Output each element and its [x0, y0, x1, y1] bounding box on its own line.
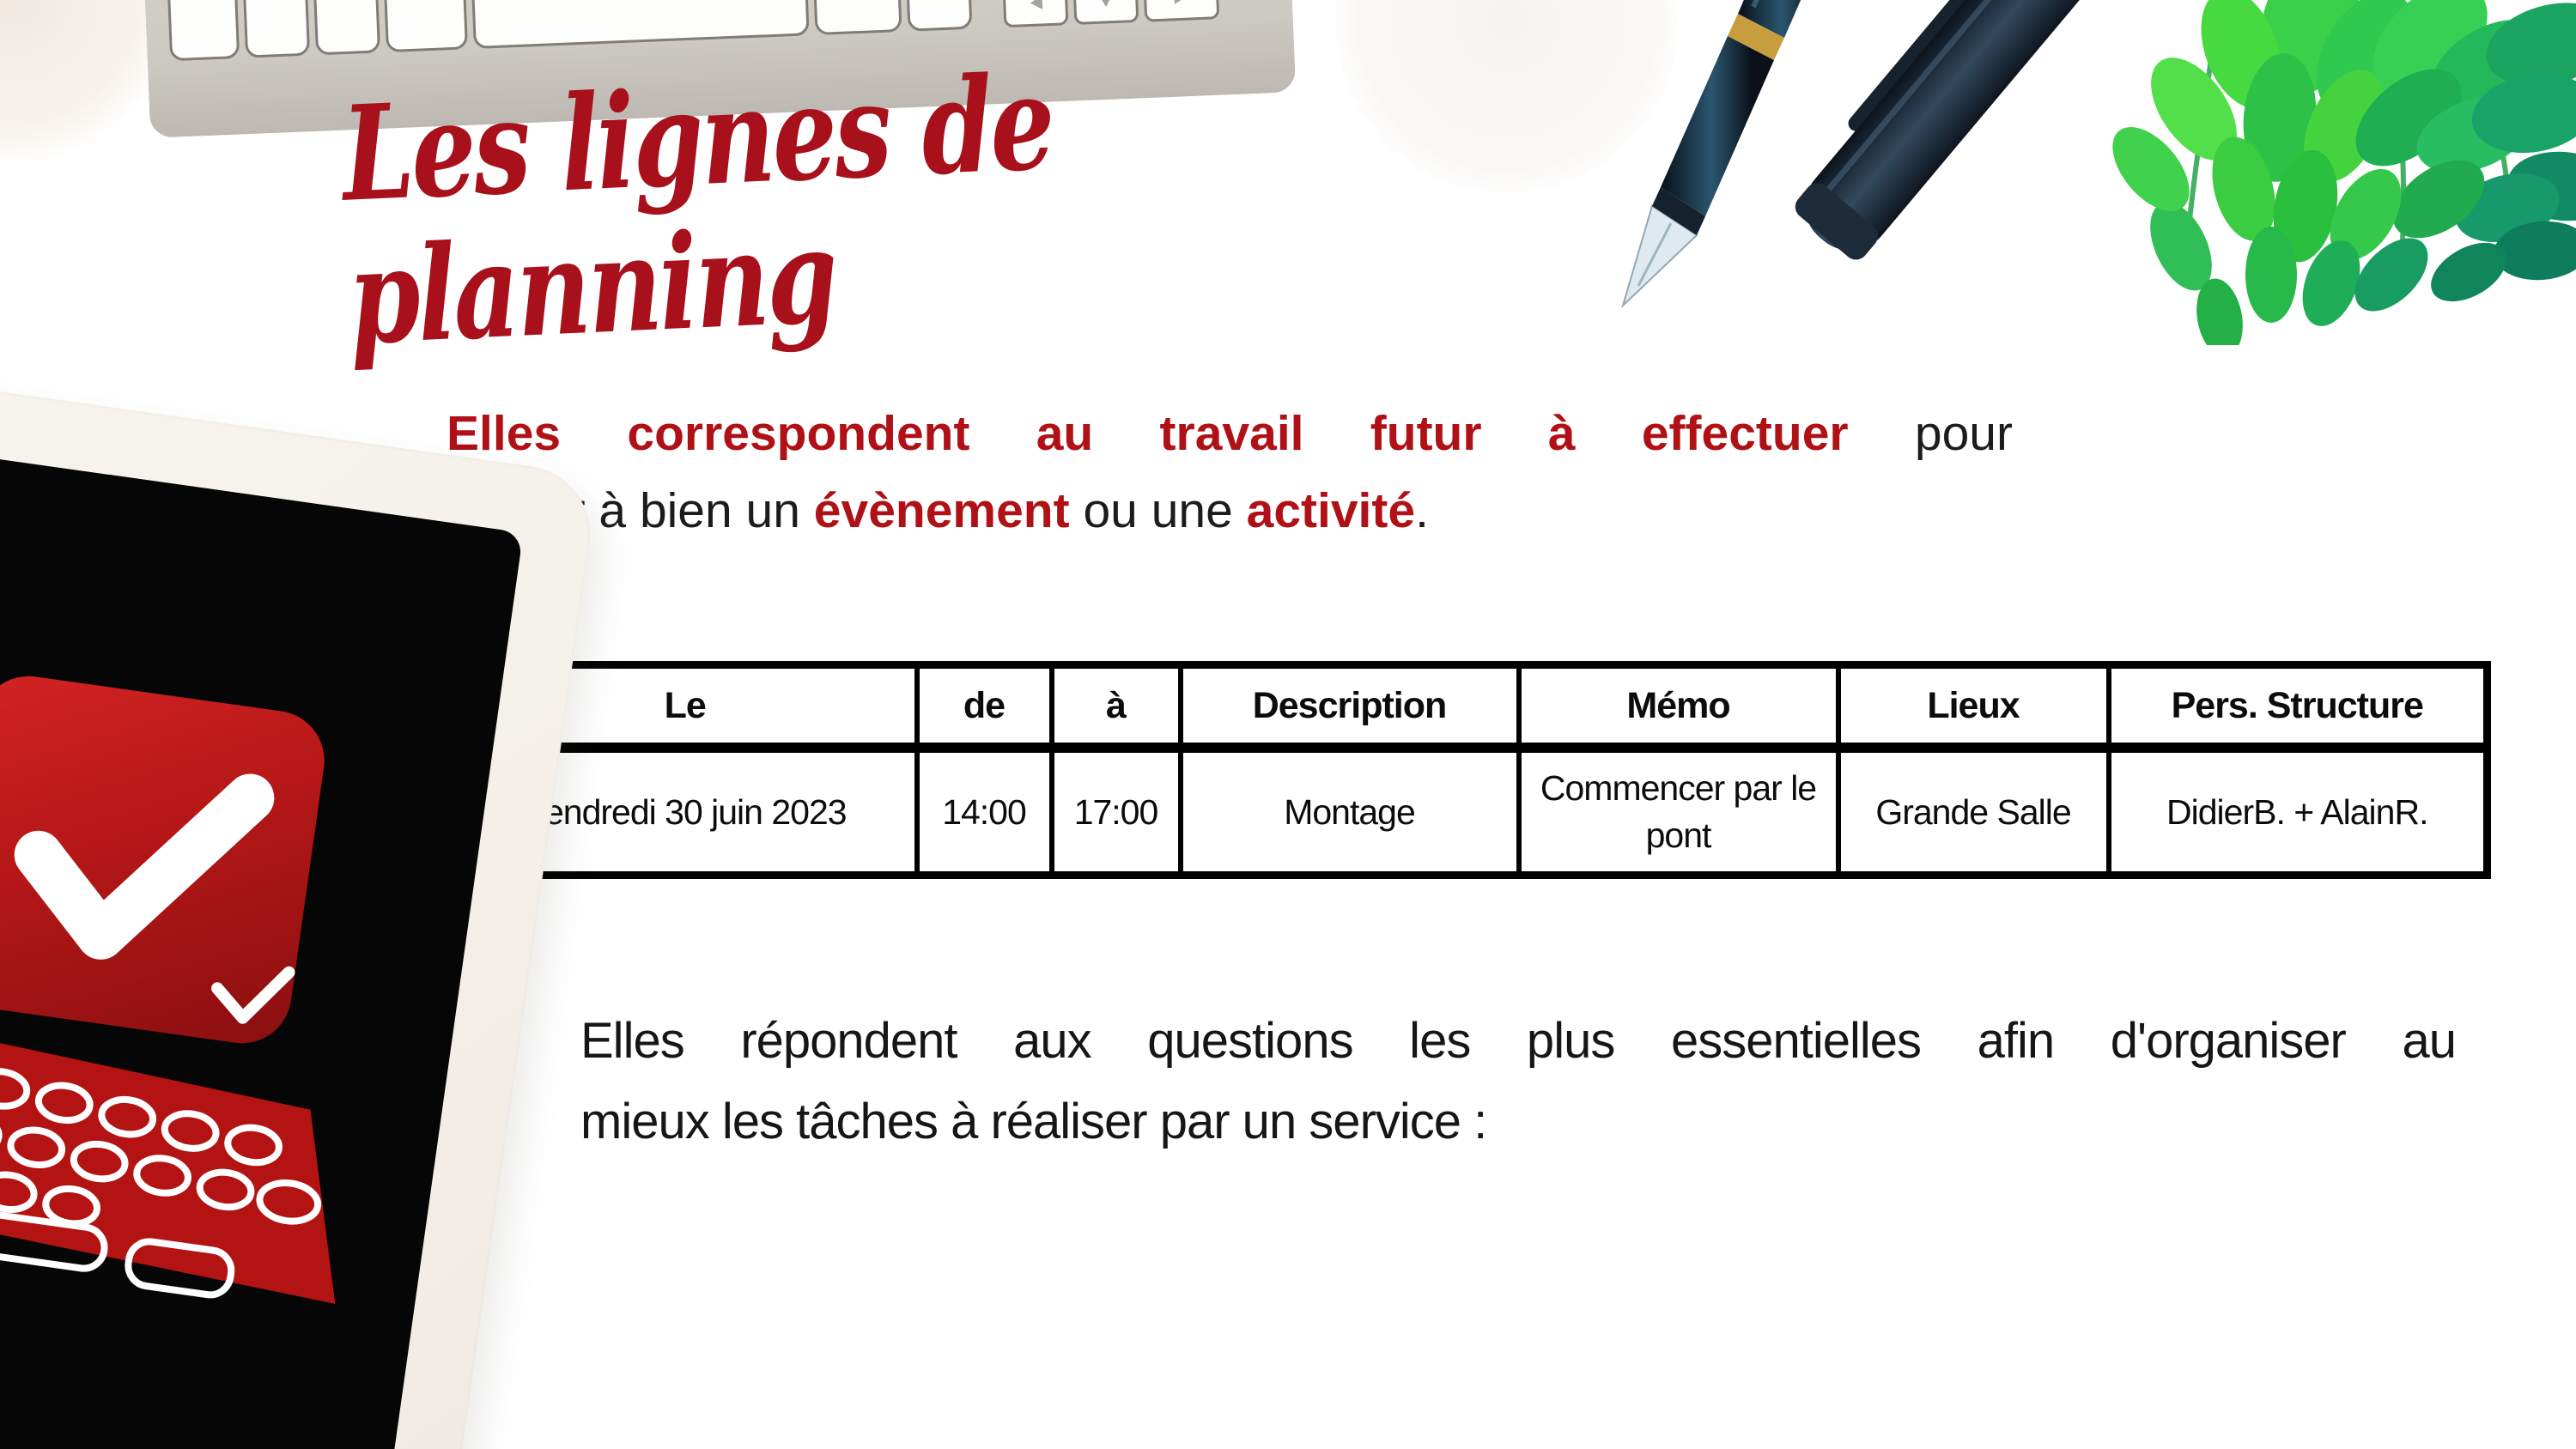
cell-memo: Commencer par le pont — [1516, 745, 1841, 878]
table-header-lieux: Lieux — [1835, 662, 2111, 753]
intro-line-2: mener à bien un évènement ou une activit… — [447, 472, 2013, 549]
keyboard-photo-icon — [140, 0, 1296, 137]
intro-line-1: Elles correspondent au travail futur à e… — [447, 395, 2013, 472]
intro-red-text: Elles correspondent au travail futur à e… — [447, 406, 1849, 461]
outro-paragraph: Elles répondent aux questions les plus e… — [580, 1001, 2457, 1162]
table-header-de: de — [914, 662, 1054, 753]
cell-end-time: 17:00 — [1048, 745, 1183, 878]
plant-icon — [2112, 0, 2576, 357]
cell-start-time: 14:00 — [914, 745, 1054, 878]
intro-line2-red2: activité — [1246, 483, 1416, 538]
cell-pers-structure: DidierB. + AlainR. — [2105, 745, 2490, 878]
tablet-screen — [0, 427, 524, 1449]
pens-photo — [1570, 0, 2239, 359]
check-icon — [14, 773, 295, 1024]
cell-description: Montage — [1177, 745, 1522, 878]
fountain-pen-icon — [1620, 0, 2170, 309]
plant-photo — [2014, 0, 2576, 357]
table-header-description: Description — [1177, 662, 1522, 753]
intro-black-text: pour — [1914, 406, 2013, 461]
cell-lieux: Grande Salle — [1835, 745, 2111, 878]
planning-table: Le de à Description Mémo Lieux Pers. Str… — [448, 661, 2491, 879]
tablet-photo — [0, 348, 599, 1449]
table-header-a: à — [1048, 662, 1183, 753]
intro-line2-period: . — [1415, 483, 1429, 538]
intro-line2-black2: ou une — [1083, 483, 1233, 538]
table-header-memo: Mémo — [1516, 662, 1841, 753]
mini-check-icon — [211, 966, 295, 1024]
table-header-row: Le de à Description Mémo Lieux Pers. Str… — [449, 662, 2490, 753]
table-header-pers-structure: Pers. Structure — [2105, 662, 2490, 753]
tablet-keyboard-icon — [0, 1009, 336, 1304]
outro-line-1: Elles répondent aux questions les plus e… — [580, 1013, 2457, 1069]
page-title: Les lignes de planning — [338, 45, 1056, 374]
outro-line-2: mieux les tâches à réaliser par un servi… — [580, 1094, 1487, 1149]
pen-cap-icon — [1795, 0, 2170, 260]
keyboard-photo — [140, 0, 1297, 149]
tablet-keyboard-graphic — [0, 999, 383, 1366]
table-row: Vendredi 30 juin 2023 14:00 17:00 Montag… — [449, 745, 2490, 878]
intro-paragraph: Elles correspondent au travail futur à e… — [447, 395, 2013, 549]
check-logo — [0, 670, 331, 1050]
intro-line2-red1: évènement — [813, 483, 1070, 538]
